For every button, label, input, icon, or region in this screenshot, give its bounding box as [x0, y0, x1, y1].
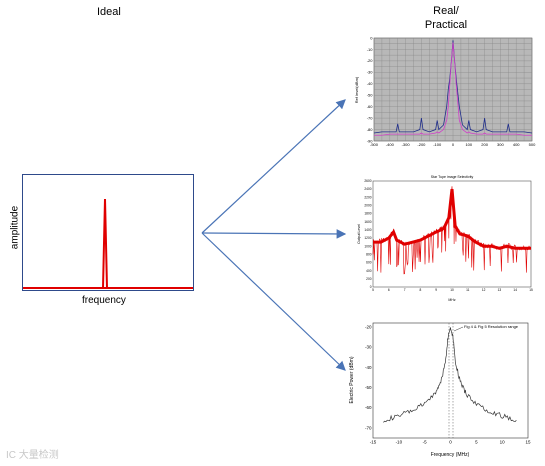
- plot1-x-tick-label: 0: [452, 142, 455, 147]
- watermark: IC 大量检测: [6, 450, 59, 461]
- plot2-y-tick-label: 0: [370, 285, 372, 289]
- plot2-y-tick-label: 600: [366, 261, 372, 265]
- plot1-y-tick-label: -50: [367, 93, 374, 98]
- plot1-x-tick-label: 200: [481, 142, 488, 147]
- plot2-x-tick-label: 7: [404, 288, 406, 292]
- plot2-y-tick-label: 1400: [364, 228, 371, 232]
- plot3-x-tick-label: -10: [396, 440, 403, 445]
- plot1-series-line-2: [374, 42, 532, 136]
- arrow-to-plot1: [201, 99, 346, 234]
- plot2-spectrum-chart: Star Tupe image Selectivity 5 6 7 8 9 10 11 12 1…: [357, 175, 533, 302]
- plot2-x-tick-label: 12: [482, 288, 486, 292]
- plot1-spectrum-chart: -500 -400 -300 -200 -100 0 100 200 300 400 500 0 -10…: [354, 35, 536, 147]
- plot1-x-tick-label: 100: [465, 142, 472, 147]
- plot3-x-tick-label: 0: [449, 440, 452, 445]
- ideal-x-axis-label: frequency: [82, 295, 126, 306]
- plot1-x-tick-label: 500: [529, 142, 536, 147]
- plot2-y-tick-label: 2600: [364, 179, 371, 183]
- ideal-heading: Ideal: [97, 6, 121, 18]
- plot1-x-tick-label: 300: [497, 142, 504, 147]
- plot2-y-axis-label: Output Level: [357, 224, 361, 244]
- plot2-x-tick-label: 14: [513, 288, 517, 292]
- plot1-y-tick-label: -40: [367, 81, 374, 86]
- plot3-y-tick-label: -30: [365, 345, 372, 350]
- ideal-spectrum-box: [22, 174, 194, 291]
- plot3-y-tick-label: -70: [365, 425, 372, 430]
- plot1-x-tick-label: 400: [513, 142, 520, 147]
- plot2-x-tick-label: 6: [388, 288, 390, 292]
- plot1-y-tick-label: -90: [367, 138, 374, 143]
- plot2-y-tick-label: 2200: [364, 195, 371, 199]
- plot3-y-tick-label: -50: [365, 385, 372, 390]
- plot1-x-tick-label: -400: [386, 142, 395, 147]
- plot2-x-axis-label: MHz: [448, 298, 455, 302]
- plot1-y-tick-label: -20: [367, 58, 374, 63]
- plot2-x-tick-label: 8: [420, 288, 422, 292]
- plot2-y-tick-label: 1200: [364, 236, 371, 240]
- plot1-y-tick-label: -10: [367, 47, 374, 52]
- plot2-y-tick-label: 800: [366, 252, 372, 256]
- plot3-x-tick-label: 5: [475, 440, 478, 445]
- plot1-x-tick-label: -500: [370, 142, 379, 147]
- plot1-y-tick-label: -30: [367, 70, 374, 75]
- plot1-x-tick-label: -100: [433, 142, 442, 147]
- ideal-spectrum-plot: [23, 198, 193, 289]
- plot2-y-tick-label: 1800: [364, 212, 371, 216]
- plot2-y-tick-label: 1600: [364, 220, 371, 224]
- plot2-x-tick-label: 11: [466, 288, 470, 292]
- plot3-plot-area: [372, 322, 529, 439]
- plot3-x-tick-label: 15: [525, 440, 531, 445]
- plot1-y-tick-label: -70: [367, 115, 374, 120]
- plot2-y-tick-label: 200: [366, 277, 372, 281]
- plot2-x-tick-label: 5: [372, 288, 374, 292]
- plot3-y-axis-label: Electric Power (dBm): [349, 356, 355, 403]
- plot3-x-tick-label: 10: [500, 440, 506, 445]
- arrow-to-plot3: [201, 232, 346, 371]
- plot2-envelope-line: [373, 188, 531, 250]
- arrow-to-plot2: [201, 229, 347, 239]
- plot1-x-tick-label: -200: [417, 142, 426, 147]
- plot2-x-tick-label: 13: [498, 288, 502, 292]
- plot3-y-tick-label: -60: [365, 405, 372, 410]
- plot3-y-tick-label: -20: [365, 325, 372, 330]
- plot3-x-tick-label: -5: [423, 440, 427, 445]
- real-practical-heading: Real/ Practical: [424, 5, 468, 31]
- ideal-spike: [101, 198, 109, 289]
- plot1-y-tick-label: -60: [367, 104, 374, 109]
- plot3-trace: [383, 326, 517, 423]
- plot1-y-tick-label: -80: [367, 127, 374, 132]
- plot2-x-tick-label: 9: [435, 288, 437, 292]
- plot2-y-tick-label: 2400: [364, 187, 371, 191]
- plot2-x-tick-label: 15: [529, 288, 533, 292]
- plot3-x-tick-label: -15: [370, 440, 377, 445]
- plot3-y-tick-label: -40: [365, 365, 372, 370]
- plot2-y-tick-label: 1000: [364, 244, 371, 248]
- plot2-x-tick-label: 10: [450, 288, 454, 292]
- plot3-annotation-pointer: [453, 326, 464, 332]
- plot1-y-axis-label: Ref level(dBm): [354, 76, 359, 103]
- plot2-y-tick-label: 400: [366, 269, 372, 273]
- plot2-y-tick-label: 2000: [364, 204, 371, 208]
- plot2-title: Star Tupe image Selectivity: [431, 175, 474, 179]
- plot1-y-tick-label: 0: [370, 35, 373, 40]
- plot3-annotation: Fig 4 & Fig 5 Resolution range: [464, 324, 519, 329]
- plot3-x-axis-label: Frequency (MHz): [431, 452, 470, 458]
- plot3-spectrum-chart: -15 -10 -5 0 5 10 15-20-30-40-50-60-70 Fig 4 &…: [349, 322, 531, 458]
- plot1-x-tick-label: -300: [402, 142, 411, 147]
